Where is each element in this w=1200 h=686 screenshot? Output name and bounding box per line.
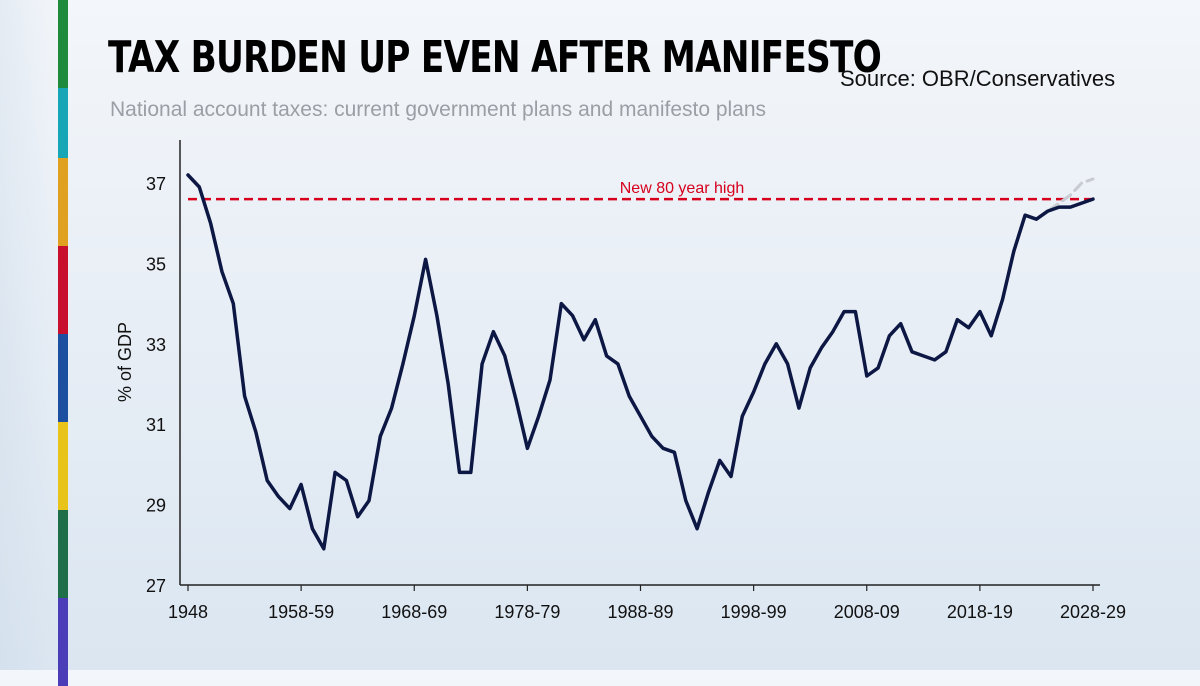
chart-series bbox=[186, 173, 1095, 551]
chart-title: TAX BURDEN UP EVEN AFTER MANIFESTO bbox=[108, 32, 882, 83]
y-tick-label: 29 bbox=[146, 496, 166, 516]
y-tick-label: 33 bbox=[146, 335, 166, 355]
brand-bar-segment-red bbox=[58, 246, 68, 334]
brand-bar-segment-purple bbox=[58, 598, 68, 686]
y-tick-label: 27 bbox=[146, 576, 166, 596]
y-tick-label: 35 bbox=[146, 254, 166, 274]
brand-bar-segment-yellow bbox=[58, 422, 68, 510]
y-tick-label: 37 bbox=[146, 174, 166, 194]
brand-bar-segment-darkgreen bbox=[58, 510, 68, 598]
x-tick-label: 1998-99 bbox=[721, 602, 787, 622]
y-tick-label: 31 bbox=[146, 415, 166, 435]
x-tick-label: 2018-19 bbox=[947, 602, 1013, 622]
y-axis-ticks: 27 29 31 33 35 37 bbox=[146, 174, 166, 596]
chart-subtitle: National account taxes: current governme… bbox=[110, 98, 767, 121]
chart-axes bbox=[179, 140, 1100, 586]
brand-color-bar bbox=[0, 0, 68, 686]
series-line-current-plans bbox=[186, 173, 1095, 551]
x-tick-label: 1978-79 bbox=[494, 602, 560, 622]
x-tick-label: 1948 bbox=[168, 602, 208, 622]
brand-bar-segment-teal bbox=[58, 88, 68, 176]
x-axis-ticks: 1948 1958-59 1968-69 1978-79 1988-89 1998-99 2… bbox=[168, 585, 1126, 622]
source-label: Source: OBR/Conservatives bbox=[840, 66, 1116, 91]
brand-bar-segment-blue bbox=[58, 334, 68, 422]
x-tick-label: 1968-69 bbox=[381, 602, 447, 622]
x-tick-label: 1958-59 bbox=[268, 602, 334, 622]
x-tick-label: 2008-09 bbox=[834, 602, 900, 622]
brand-bar-fade bbox=[0, 0, 58, 670]
brand-bar-segment-green bbox=[58, 0, 68, 88]
brand-bar-segment-orange bbox=[58, 158, 68, 246]
y-axis-label: % of GDP bbox=[115, 322, 135, 402]
x-tick-label: 1988-89 bbox=[607, 602, 673, 622]
reference-line-label: New 80 year high bbox=[620, 180, 745, 197]
x-tick-label: 2028-29 bbox=[1060, 602, 1126, 622]
series-line-manifesto-plans bbox=[1034, 177, 1095, 221]
